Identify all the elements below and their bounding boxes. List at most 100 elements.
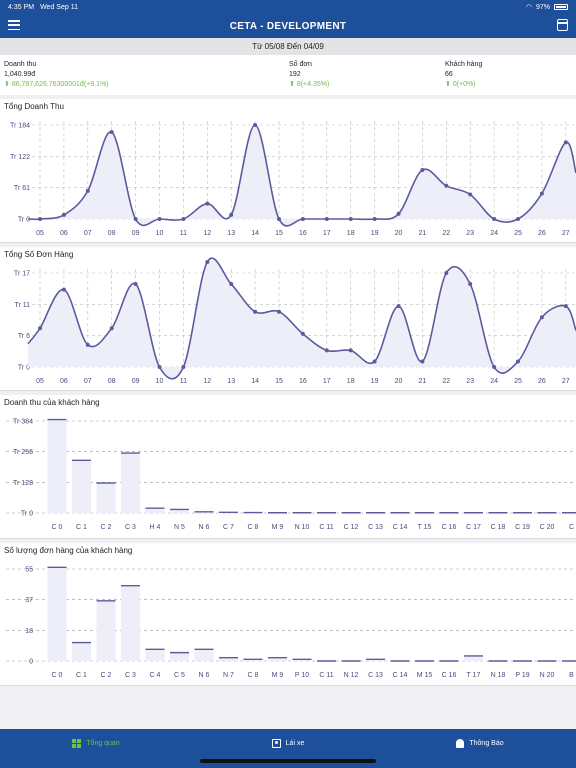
bar (72, 642, 91, 661)
data-point (563, 304, 568, 309)
x-tick-label: 13 (227, 230, 235, 237)
wifi-icon: ◠ (525, 4, 532, 11)
revenue-line-chart: Tr 0 Tr 61 Tr 122 Tr 184 05 06 07 08 09 10 11 12 13 1… (10, 121, 576, 237)
data-point (229, 282, 234, 287)
x-tick-label: 05 (36, 230, 44, 237)
x-tick-label: N 20 (540, 672, 555, 679)
x-tick-label: 20 (395, 230, 403, 237)
up-arrow-icon: ⬆ (289, 81, 297, 88)
bar (268, 657, 287, 661)
x-tick-label: 25 (514, 378, 522, 385)
x-tick-label: 20 (395, 378, 403, 385)
data-point (157, 365, 162, 369)
tab-overview[interactable]: Tổng quan (0, 729, 192, 768)
x-tick-label: C 1 (76, 524, 87, 531)
x-tick-label: 06 (60, 378, 68, 385)
summary-stats: Doanh thu 1,040.99đ ⬆ 86,787,626.7630000… (0, 55, 576, 95)
data-point (133, 282, 138, 287)
data-point (516, 359, 520, 364)
menu-icon[interactable] (8, 20, 20, 30)
bar (47, 567, 67, 661)
data-point (348, 217, 353, 221)
x-tick-label: 14 (251, 378, 259, 385)
data-point (133, 217, 138, 221)
data-point (324, 348, 329, 353)
bar (47, 419, 67, 513)
data-point (61, 287, 66, 292)
data-point (539, 315, 544, 320)
y-tick-label: Tr 11 (14, 302, 30, 309)
x-tick-label: C 2 (101, 524, 112, 531)
chart-title: Tổng Số Đơn Hàng (4, 250, 74, 259)
x-tick-label: 19 (371, 230, 379, 237)
x-tick-label: 23 (466, 230, 474, 237)
x-tick-label: C 19 (515, 524, 530, 531)
x-tick-label: 08 (108, 230, 116, 237)
bar (145, 508, 165, 513)
tab-notifications[interactable]: Thông Báo (384, 729, 576, 768)
x-tick-label: 11 (180, 378, 187, 385)
up-arrow-icon: ⬆ (445, 81, 453, 88)
bar (145, 649, 165, 661)
data-point (420, 359, 425, 364)
bar (170, 509, 189, 513)
x-tick-label: 07 (84, 230, 92, 237)
stat-label: Doanh thu (4, 61, 37, 68)
x-tick-label: C 8 (248, 524, 259, 531)
status-date: Wed Sep 11 (40, 3, 78, 11)
y-tick-label: 0 (29, 659, 33, 666)
x-tick-label: 22 (442, 230, 450, 237)
data-point (324, 217, 329, 221)
data-point (396, 211, 401, 216)
data-point (492, 365, 497, 369)
x-tick-label: 10 (156, 378, 164, 385)
x-tick-label: C 17 (466, 524, 481, 531)
data-point (563, 140, 568, 145)
data-point (300, 217, 305, 221)
bar (464, 655, 483, 661)
data-point (157, 217, 162, 221)
x-tick-label: C 11 (319, 524, 333, 531)
series-area (28, 124, 576, 226)
data-point (253, 309, 258, 314)
data-point (181, 365, 186, 369)
stat-delta: 8(+4.35%) (296, 81, 330, 88)
x-tick-label: C 4 (150, 672, 161, 679)
chart-title: Số lượng đơn hàng của khách hàng (4, 546, 133, 555)
data-point (205, 201, 210, 206)
data-point (277, 217, 281, 221)
calendar-icon[interactable] (557, 19, 568, 31)
grid-icon (72, 739, 82, 748)
x-tick-label: 07 (84, 378, 92, 385)
tab-driver[interactable]: Lái xe (192, 729, 384, 768)
x-tick-label: T 17 (467, 672, 481, 679)
x-tick-label: C 13 (368, 672, 383, 679)
tab-label: Thông Báo (469, 740, 504, 747)
x-tick-label: 27 (562, 230, 570, 237)
x-tick-label: 25 (514, 230, 522, 237)
data-point (468, 282, 473, 287)
orders-line-chart: Tr 0 Tr 6 Tr 11 Tr 17 05 06 07 08 09 10 11 12 13 14 15… (14, 257, 576, 385)
series-area (28, 258, 576, 379)
x-tick-label: 22 (442, 378, 450, 385)
x-tick-label: 15 (275, 378, 283, 385)
stat-value: 66 (445, 71, 453, 78)
x-tick-label: 18 (347, 378, 355, 385)
y-tick-label: Tr 0 (18, 217, 30, 224)
stat-customers: Khách hàng 66 ⬆ 0(+0%) (441, 55, 576, 95)
date-range[interactable]: Từ 05/08 Đến 04/09 (0, 38, 576, 55)
x-tick-label: 12 (203, 230, 211, 237)
orders-chart-card: Tr 0 Tr 6 Tr 11 Tr 17 05 06 07 08 09 10 11 12 13 14 15… (0, 247, 576, 391)
x-tick-label: C 1 (76, 672, 87, 679)
bar (366, 659, 385, 661)
x-tick-label: 26 (538, 378, 546, 385)
x-tick-label: M 15 (417, 672, 433, 679)
x-tick-label: 21 (419, 230, 427, 237)
data-point (300, 331, 305, 336)
x-tick-label: N 12 (344, 672, 359, 679)
x-tick-label: C 7 (223, 524, 234, 531)
data-point (516, 217, 520, 221)
chart-title: Tổng Doanh Thu (4, 102, 64, 111)
x-tick-label: B (569, 672, 574, 679)
stat-delta: 0(+0%) (452, 81, 476, 88)
